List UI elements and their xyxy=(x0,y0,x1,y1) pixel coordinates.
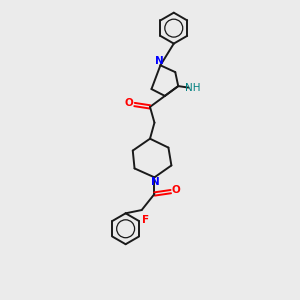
Text: O: O xyxy=(172,185,181,195)
Text: N: N xyxy=(151,177,159,188)
Text: F: F xyxy=(142,214,149,224)
Text: N: N xyxy=(155,56,164,66)
Text: NH: NH xyxy=(185,82,201,93)
Text: O: O xyxy=(125,98,134,108)
